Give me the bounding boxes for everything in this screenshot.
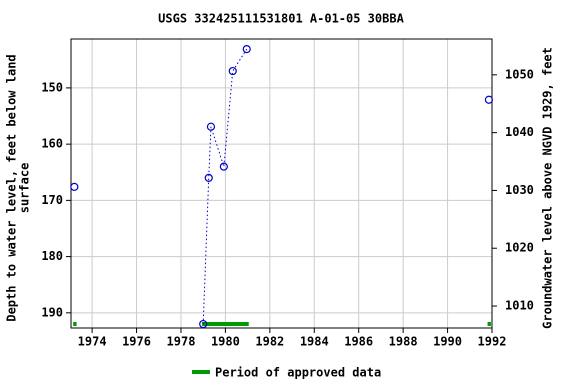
legend-swatch	[192, 370, 210, 374]
data-point	[242, 45, 251, 54]
y-tick-label: 150	[41, 80, 63, 94]
data-point	[199, 319, 208, 329]
x-tick-label: 1992	[478, 335, 507, 349]
x-tick-label: 1982	[255, 335, 284, 349]
x-tick-label: 1986	[344, 335, 373, 349]
data-point	[228, 66, 237, 76]
data-point	[204, 173, 213, 182]
x-tick-label: 1984	[300, 335, 329, 349]
plot-frame	[70, 38, 493, 329]
x-tick-label: 1978	[167, 335, 196, 349]
data-point	[219, 162, 228, 171]
series-line	[203, 49, 489, 324]
chart-title: USGS 332425111531801 A-01-05 30BBA	[158, 12, 404, 26]
data-point	[70, 182, 79, 191]
approved-period	[73, 322, 77, 326]
y-tick-label: 180	[41, 249, 63, 263]
y2-axis-label: Groundwater level above NGVD 1929, feet	[541, 47, 555, 329]
y-tick-label: 160	[41, 137, 63, 151]
y2-tick-label: 1030	[505, 183, 534, 197]
y2-tick-label: 1020	[505, 241, 534, 255]
y2-tick-label: 1040	[505, 125, 534, 139]
y2-tick-label: 1050	[505, 67, 534, 81]
data-point	[206, 122, 216, 131]
x-tick-label: 1976	[122, 335, 151, 349]
data-point	[484, 95, 493, 104]
x-tick-label: 1990	[433, 335, 462, 349]
x-tick-label: 1980	[211, 335, 240, 349]
y-axis-label: Depth to water level, feet below land	[5, 54, 19, 321]
x-tick-label: 1974	[78, 335, 107, 349]
y-tick-label: 170	[41, 193, 63, 207]
approved-period	[202, 322, 249, 326]
y2-tick-label: 1010	[505, 299, 534, 313]
approved-period	[487, 322, 491, 326]
x-tick-label: 1988	[389, 335, 418, 349]
y-axis-label: surface	[18, 163, 32, 214]
y-tick-label: 190	[41, 305, 63, 319]
legend-label: Period of approved data	[215, 366, 381, 380]
